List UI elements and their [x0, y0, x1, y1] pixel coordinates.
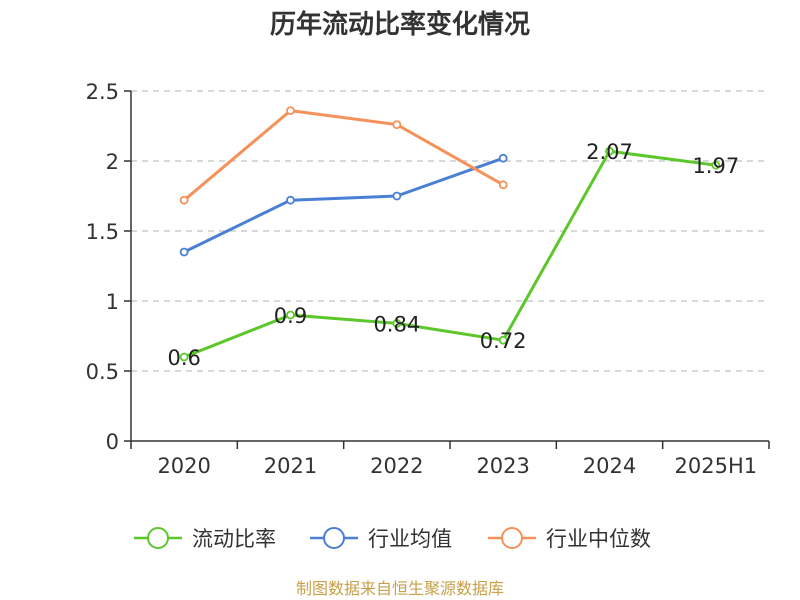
data-point	[286, 310, 295, 320]
data-point	[711, 160, 721, 170]
data-point	[286, 106, 295, 115]
data-point	[392, 318, 402, 328]
data-label: 0.9	[274, 304, 307, 328]
data-point	[392, 120, 402, 129]
legend-label: 流动比率	[192, 527, 276, 551]
data-point	[179, 195, 189, 205]
data-point	[605, 146, 614, 156]
data-point	[179, 247, 189, 257]
legend-marker	[147, 527, 169, 549]
series-line	[183, 109, 504, 202]
y-tick-label: 1.5	[86, 220, 119, 244]
grid	[131, 90, 769, 372]
data-label: 0.84	[373, 312, 420, 336]
legend-item[interactable]: 行业均值	[310, 527, 452, 551]
x-tick-label: 2023	[476, 454, 529, 478]
data-point	[498, 153, 508, 163]
chart-title: 历年流动比率变化情况	[270, 9, 530, 40]
series-layer: 0.6 0.9 0.84 0.72 2.07 1.97	[167, 106, 739, 370]
data-point	[498, 180, 508, 190]
data-label: 0.72	[480, 329, 527, 353]
x-tick-label: 2022	[370, 454, 423, 478]
y-tick-label: 0.5	[86, 360, 119, 384]
data-label: 1.97	[692, 154, 739, 178]
y-tick-label: 1	[106, 290, 119, 314]
data-label: 2.07	[586, 140, 633, 164]
legend-item[interactable]: 行业中位数	[488, 527, 651, 551]
legend-label: 行业中位数	[546, 527, 651, 551]
legend-marker	[501, 527, 523, 549]
x-tick-label: 2025H1	[675, 454, 758, 478]
legend-label: 行业均值	[368, 527, 452, 551]
source-note: 制图数据来自恒生聚源数据库	[296, 579, 504, 598]
legend-marker	[323, 527, 345, 549]
axes: 0 0.5 1 1.5 2 2.5 2020 2021 2022 2023 2024 2025H1	[86, 80, 770, 478]
data-point	[179, 352, 189, 362]
legend: 流动比率 行业均值 行业中位数	[134, 527, 651, 551]
y-tick-label: 2.5	[86, 80, 119, 104]
x-tick-label: 2024	[583, 454, 636, 478]
x-tick-label: 2021	[264, 454, 317, 478]
y-tick-label: 2	[106, 150, 119, 174]
y-tick-label: 0	[106, 430, 119, 454]
data-label: 0.6	[167, 346, 200, 370]
x-tick-label: 2020	[157, 454, 210, 478]
data-point	[286, 195, 295, 205]
series-line	[183, 149, 717, 359]
data-point	[392, 191, 402, 201]
series-line	[183, 156, 504, 254]
legend-item[interactable]: 流动比率	[134, 527, 276, 551]
data-point	[498, 335, 508, 345]
